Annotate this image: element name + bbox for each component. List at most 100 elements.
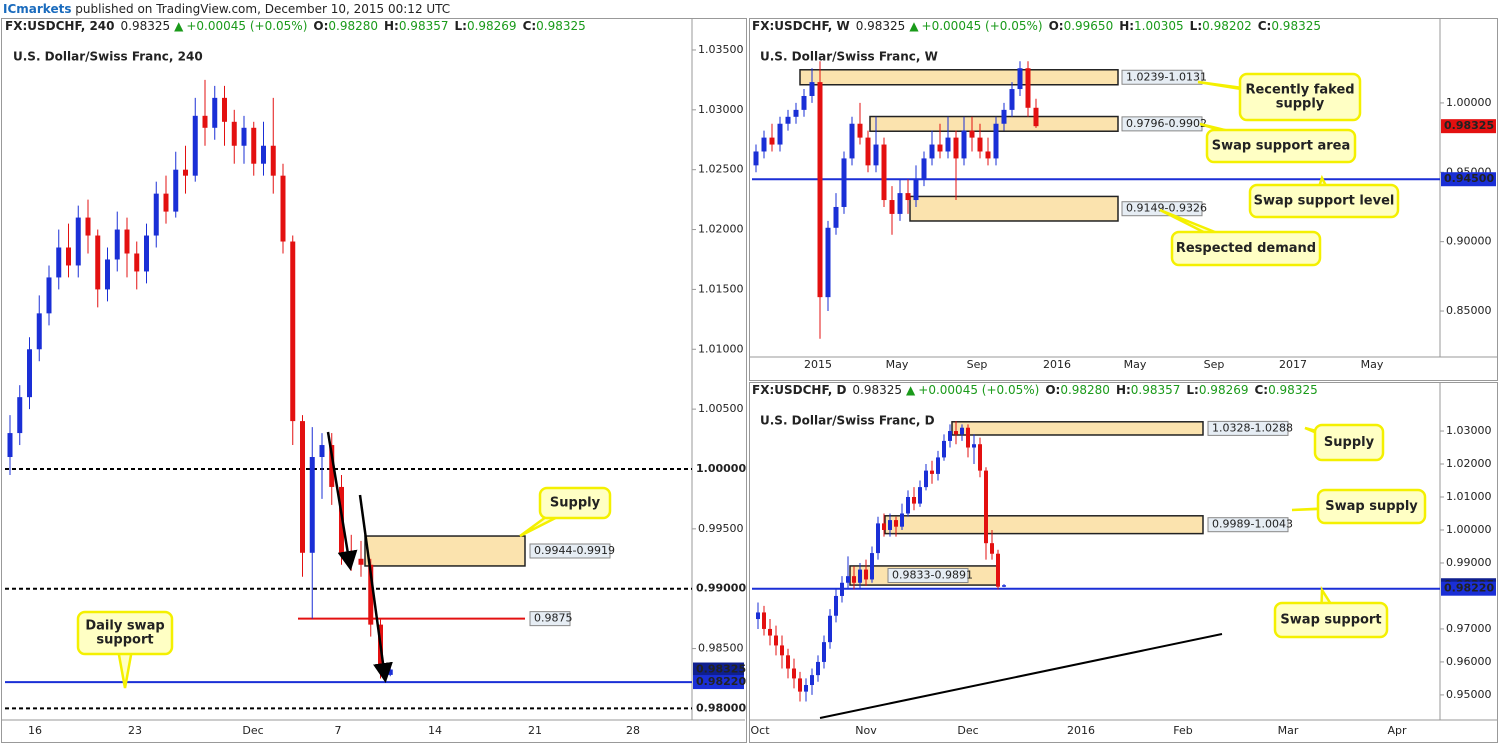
candle-body	[261, 145, 266, 164]
price-label-box	[693, 701, 744, 716]
x-tick-label: 7	[335, 724, 342, 737]
callout-box	[1170, 230, 1322, 267]
chart-title: U.S. Dollar/Swiss Franc, W	[760, 50, 938, 64]
candle-body	[329, 445, 335, 487]
zone-label: 1.0239-1.0131	[1126, 70, 1207, 83]
candle-body	[984, 470, 988, 544]
y-tick-label: 1.01000	[1446, 490, 1492, 503]
candle-body	[841, 158, 847, 207]
candle-body	[761, 137, 767, 152]
candle-body	[960, 427, 964, 435]
candle-body	[173, 169, 179, 212]
ohlc-key: O:	[1049, 19, 1064, 33]
x-tick-label: May	[1124, 358, 1147, 371]
ohlc-key: C:	[523, 19, 537, 33]
panel-frame	[749, 18, 1498, 381]
ohlc-value: 0.98280	[1060, 383, 1110, 397]
ohlc-value: 0.99650	[1064, 19, 1114, 33]
ohlc-value: 0.98357	[1131, 383, 1181, 397]
ohlc-key: H:	[1119, 19, 1134, 33]
ohlc-value: 0.98325	[536, 19, 586, 33]
callout-box	[1238, 72, 1362, 122]
candle-body	[202, 115, 208, 128]
y-tick-label: 1.00500	[698, 402, 744, 415]
candle-body	[7, 433, 13, 458]
candle-body	[882, 523, 886, 530]
callout-text: Supply	[1324, 435, 1375, 450]
y-tick-label: 1.02000	[698, 223, 744, 236]
price-label: 0.98220	[696, 675, 746, 688]
zone	[799, 69, 1119, 86]
price-label-box	[1441, 172, 1496, 187]
candle-body	[912, 496, 916, 504]
candle-body	[801, 95, 807, 110]
candle-body	[785, 116, 791, 124]
symbol: FX:USDCHF, D	[752, 383, 846, 397]
zone-label-box	[1207, 517, 1289, 533]
candle-body	[825, 227, 831, 298]
ohlc-value: 0.98357	[399, 19, 449, 33]
candle-body	[921, 158, 927, 180]
candle-body	[852, 576, 856, 583]
arrow	[358, 494, 393, 683]
publish-text: published on TradingView.com, December 1…	[71, 2, 450, 16]
ohlc-value: 0.98269	[1199, 383, 1249, 397]
callout-text: Swap support area	[1212, 139, 1350, 154]
callout-box	[1273, 601, 1389, 639]
candle-body	[153, 193, 159, 236]
candle-body	[864, 569, 868, 580]
y-tick-label: 0.85000	[1446, 304, 1492, 317]
candle-body	[241, 127, 247, 146]
candle-body	[358, 558, 364, 565]
trend-line	[819, 633, 1223, 719]
price-label: 0.94500	[1444, 172, 1494, 185]
ohlc-key: L:	[1186, 383, 1198, 397]
x-tick-label: 14	[428, 724, 442, 737]
price-label-box	[693, 675, 744, 690]
candle-body	[978, 444, 982, 471]
x-tick-label: 23	[128, 724, 142, 737]
price-label-box	[693, 461, 744, 476]
zone-label: 1.0328-1.0288	[1212, 421, 1293, 434]
candle-body	[936, 457, 940, 474]
candle-body	[1025, 68, 1031, 108]
callout-text: supply	[1276, 97, 1325, 112]
ohlc-value: 0.98280	[328, 19, 378, 33]
ohlc-key: C:	[1254, 383, 1268, 397]
panel-header: FX:USDCHF, 240 0.98325 ▲ +0.00045 (+0.05%) O…	[5, 19, 586, 33]
candle-body	[780, 645, 784, 656]
last-price: 0.98325	[852, 383, 902, 397]
price-label-box	[693, 581, 744, 596]
level-label-box	[529, 611, 571, 627]
candle-body	[280, 175, 286, 242]
ohlc-value: 0.98325	[1271, 19, 1321, 33]
candle-body	[889, 200, 895, 214]
candle-body	[251, 127, 257, 164]
zone-label: 0.9989-1.0043	[1212, 518, 1293, 531]
y-tick-label: 1.03500	[698, 43, 744, 56]
level-label: 0.9875	[534, 612, 573, 625]
zone-label-box	[887, 568, 969, 584]
candle-body	[993, 123, 999, 159]
y-tick-label: 1.01500	[698, 282, 744, 295]
symbol: FX:USDCHF, 240	[5, 19, 115, 33]
candle-body	[804, 685, 808, 692]
candle-body	[977, 137, 983, 152]
ohlc-value: 1.00305	[1134, 19, 1184, 33]
candle-body	[1017, 68, 1023, 90]
candle-body	[183, 169, 188, 176]
ohlc-key: L:	[1190, 19, 1202, 33]
callout-text: support	[96, 633, 153, 648]
y-tick-label: 0.99000	[1446, 556, 1492, 569]
candle-body	[17, 397, 23, 434]
candle-body	[930, 470, 934, 474]
change-arrow: ▲	[909, 19, 919, 33]
candle-body	[231, 121, 237, 146]
candle-body	[858, 569, 862, 583]
x-tick-label: 2016	[1043, 358, 1071, 371]
change: +0.00045 (+0.05%)	[922, 19, 1043, 33]
candle-body	[865, 137, 871, 166]
ohlc-value: 0.98202	[1202, 19, 1252, 33]
candle-body	[966, 427, 970, 448]
candle-body	[134, 253, 140, 272]
